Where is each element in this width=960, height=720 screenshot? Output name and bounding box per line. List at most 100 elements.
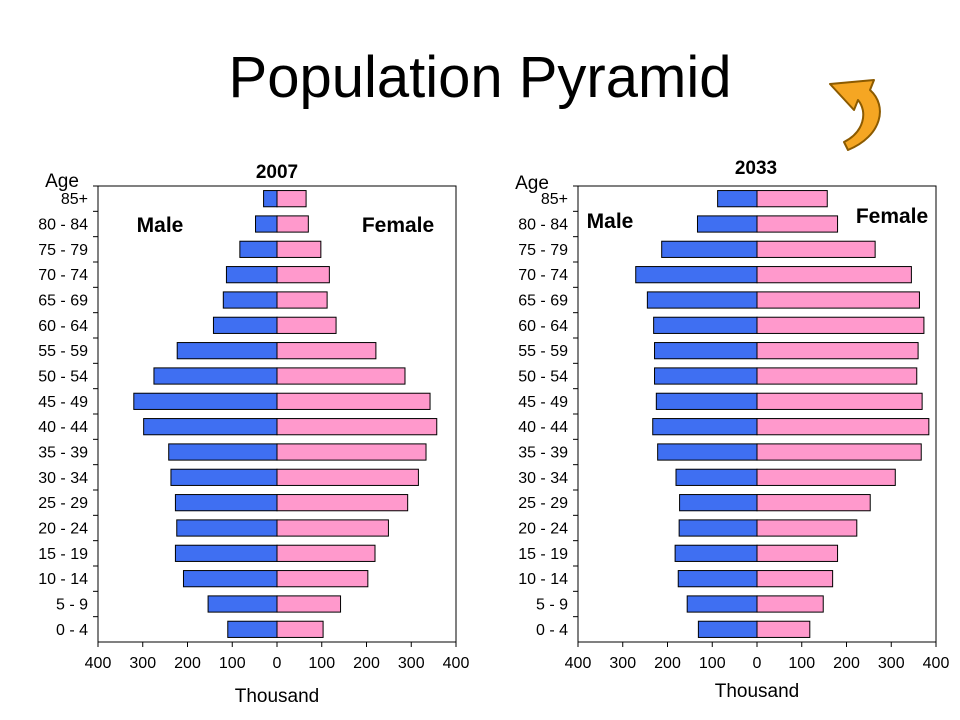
series-label-male: Male xyxy=(137,214,184,237)
y-tick-label: 60 - 64 xyxy=(518,318,568,335)
female-bar-85- xyxy=(276,190,307,208)
x-tick-label: 300 xyxy=(609,655,636,672)
female-bar-70-74 xyxy=(756,266,912,284)
male-bar-15-19 xyxy=(174,544,278,562)
slide-title: Population Pyramid xyxy=(228,45,732,110)
y-tick-label: 40 - 44 xyxy=(518,419,568,436)
y-tick-label: 20 - 24 xyxy=(518,521,568,538)
male-bar-80-84 xyxy=(255,215,278,233)
y-tick-label: 80 - 84 xyxy=(518,217,568,234)
male-bar-55-59 xyxy=(176,342,278,360)
male-bar-50-54 xyxy=(153,367,278,385)
female-bar-75-79 xyxy=(756,240,876,258)
y-tick-label: 70 - 74 xyxy=(38,267,88,284)
pyramid-chart-2033: 2033 Age Male Female 85+ 80 - 84 75 - 79 70 - 7… xyxy=(515,158,950,702)
y-tick-label: 45 - 49 xyxy=(38,394,88,411)
y-tick-label: 40 - 44 xyxy=(38,419,88,436)
male-bar-65-69 xyxy=(222,291,278,309)
y-tick-label: 5 - 9 xyxy=(536,597,568,614)
series-label-male: Male xyxy=(587,210,634,233)
y-tick-label: 45 - 49 xyxy=(518,394,568,411)
female-bar-80-84 xyxy=(276,215,309,233)
x-tick-label: 100 xyxy=(308,655,335,672)
y-tick-label: 50 - 54 xyxy=(518,369,568,386)
female-bar-0-4 xyxy=(756,620,811,638)
female-bar-65-69 xyxy=(276,291,328,309)
x-tick-label: 400 xyxy=(443,655,470,672)
male-bar-70-74 xyxy=(225,266,278,284)
y-tick-label: 55 - 59 xyxy=(518,343,568,360)
x-tick-label: 0 xyxy=(273,655,282,672)
x-tick-label: 200 xyxy=(833,655,860,672)
female-bar-50-54 xyxy=(756,367,918,385)
y-tick-label: 35 - 39 xyxy=(518,445,568,462)
female-bar-60-64 xyxy=(756,316,925,334)
x-tick-label: 0 xyxy=(753,655,762,672)
female-bar-25-29 xyxy=(276,494,409,512)
y-tick-label: 65 - 69 xyxy=(38,293,88,310)
female-bar-10-14 xyxy=(756,570,834,588)
y-tick-label: 5 - 9 xyxy=(56,597,88,614)
male-bar-20-24 xyxy=(678,519,758,537)
male-bar-85- xyxy=(717,190,758,208)
female-bar-40-44 xyxy=(756,418,930,436)
male-bar-25-29 xyxy=(174,494,278,512)
y-tick-label: 85+ xyxy=(541,191,568,208)
x-tick-label: 200 xyxy=(174,655,201,672)
y-tick-label: 30 - 34 xyxy=(518,470,568,487)
back-arrow-shape[interactable] xyxy=(829,79,881,151)
x-tick-label: 200 xyxy=(654,655,681,672)
female-bar-15-19 xyxy=(756,544,839,562)
male-bar-20-24 xyxy=(176,519,278,537)
male-bar-45-49 xyxy=(655,392,758,410)
y-tick-label: 15 - 19 xyxy=(38,546,88,563)
male-bar-5-9 xyxy=(686,595,758,613)
male-bar-70-74 xyxy=(635,266,758,284)
x-tick-label: 100 xyxy=(788,655,815,672)
male-bar-0-4 xyxy=(227,620,278,638)
male-bar-30-34 xyxy=(170,468,278,486)
y-axis-title: Age xyxy=(45,171,79,192)
male-bar-50-54 xyxy=(654,367,758,385)
pyramid-chart-2007: 2007 Age Male Female 85+ 80 - 84 75 - 79 70 - 7… xyxy=(38,162,470,707)
female-bar-75-79 xyxy=(276,240,322,258)
male-bar-25-29 xyxy=(679,494,758,512)
male-bar-45-49 xyxy=(133,392,278,410)
male-bar-40-44 xyxy=(652,418,758,436)
male-bar-30-34 xyxy=(675,468,758,486)
female-bar-60-64 xyxy=(276,316,337,334)
chart-year-title-2007: 2007 xyxy=(256,162,298,183)
male-bar-75-79 xyxy=(661,240,758,258)
female-bar-45-49 xyxy=(756,392,923,410)
male-bar-75-79 xyxy=(239,240,278,258)
male-bar-55-59 xyxy=(654,342,758,360)
female-bar-35-39 xyxy=(276,443,427,461)
y-tick-label: 70 - 74 xyxy=(518,267,568,284)
y-tick-label: 25 - 29 xyxy=(38,495,88,512)
x-tick-label: 300 xyxy=(878,655,905,672)
female-bar-55-59 xyxy=(756,342,919,360)
y-tick-label: 10 - 14 xyxy=(518,571,568,588)
x-tick-label: 300 xyxy=(129,655,156,672)
male-bar-60-64 xyxy=(653,316,758,334)
female-bar-65-69 xyxy=(756,291,920,309)
male-bar-40-44 xyxy=(143,418,278,436)
y-tick-label: 25 - 29 xyxy=(518,495,568,512)
male-bar-35-39 xyxy=(657,443,758,461)
x-tick-label: 400 xyxy=(565,655,592,672)
female-bar-35-39 xyxy=(756,443,922,461)
x-tick-label: 400 xyxy=(923,655,950,672)
chart-year-title-2033: 2033 xyxy=(735,158,777,179)
y-tick-label: 0 - 4 xyxy=(56,622,88,639)
y-tick-label: 15 - 19 xyxy=(518,546,568,563)
male-bar-15-19 xyxy=(674,544,758,562)
female-bar-10-14 xyxy=(276,570,369,588)
female-bar-85- xyxy=(756,190,828,208)
y-tick-label: 50 - 54 xyxy=(38,369,88,386)
female-bar-20-24 xyxy=(276,519,389,537)
y-tick-label: 60 - 64 xyxy=(38,318,88,335)
curved-back-arrow-icon[interactable] xyxy=(824,70,894,152)
y-tick-label: 75 - 79 xyxy=(518,242,568,259)
y-tick-label: 20 - 24 xyxy=(38,521,88,538)
male-bar-0-4 xyxy=(697,620,758,638)
